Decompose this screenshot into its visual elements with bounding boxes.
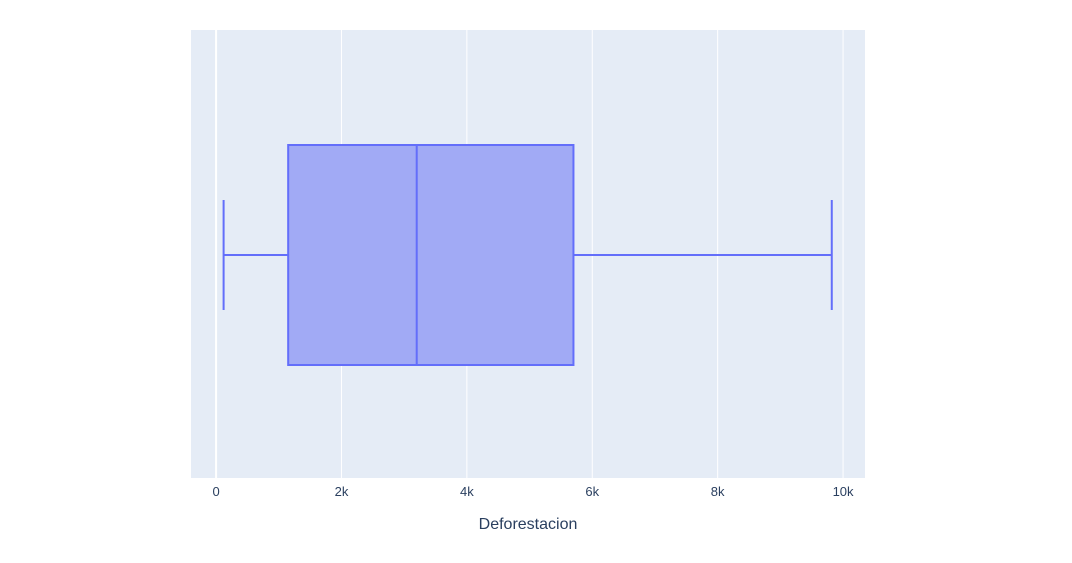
x-tick-label: 10k [833,484,854,499]
x-tick-label: 2k [335,484,349,499]
x-tick-label: 4k [460,484,474,499]
box-trace[interactable] [222,144,833,366]
x-axis-title: Deforestacion [479,516,578,533]
x-tick-label: 6k [585,484,599,499]
x-tick-label: 8k [711,484,725,499]
x-axis-ticks: 0 2k 4k 6k 8k 10k [212,484,854,499]
box-iqr [287,144,575,366]
x-tick-label: 0 [212,484,219,499]
